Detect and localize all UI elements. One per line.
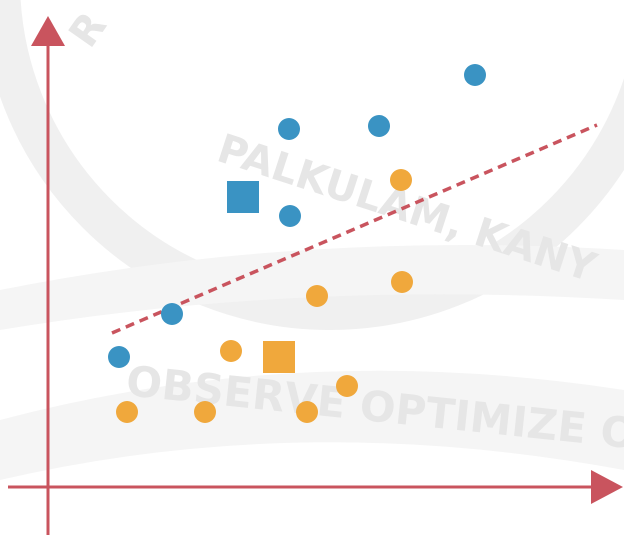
centroid bbox=[263, 341, 295, 373]
point bbox=[390, 169, 412, 191]
point bbox=[161, 303, 183, 325]
point bbox=[108, 346, 130, 368]
point bbox=[220, 340, 242, 362]
point bbox=[278, 118, 300, 140]
point bbox=[296, 401, 318, 423]
orange-class bbox=[116, 169, 413, 423]
x-axis-arrow bbox=[591, 470, 623, 504]
point bbox=[368, 115, 390, 137]
point bbox=[391, 271, 413, 293]
y-axis-arrow bbox=[31, 16, 65, 46]
centroid bbox=[227, 181, 259, 213]
decision-boundary bbox=[111, 123, 598, 335]
point bbox=[336, 375, 358, 397]
axes bbox=[8, 16, 623, 535]
point bbox=[464, 64, 486, 86]
point bbox=[306, 285, 328, 307]
point bbox=[194, 401, 216, 423]
point bbox=[279, 205, 301, 227]
watermark-band bbox=[0, 370, 624, 480]
watermark-letter: R bbox=[61, 4, 116, 56]
blue-class bbox=[108, 64, 486, 368]
point bbox=[116, 401, 138, 423]
watermark-ring bbox=[0, 0, 624, 330]
